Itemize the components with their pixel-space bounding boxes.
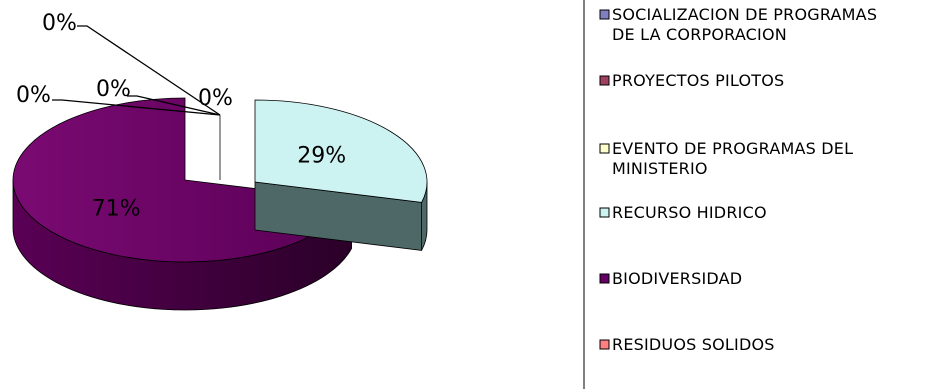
leader-lines: 0% 0% 0% 0% [16,11,233,180]
legend-item-evento-de-programas-del-ministerio-swatch [599,143,610,154]
legend-item-biodiversidad-swatch [599,273,610,284]
slice-recurso-hidrico-top [254,99,428,203]
legend-item-socializacion-de-programas-de-la-corporacion-swatch [599,9,610,20]
slice-recurso-hidrico-label: 29% [297,143,346,168]
legend-item-recurso-hidrico-swatch [599,207,610,218]
leader-socializacion-de-programas-de-la-corporacion [77,25,221,116]
leader-socializacion-de-programas-de-la-corporacion-label: 0% [42,11,77,36]
legend-item-recurso-hidrico: RECURSO HIDRICO [599,203,767,222]
leader-proyectos-pilotos-label: 0% [96,77,131,102]
legend-item-recurso-hidrico-label: RECURSO HIDRICO [612,203,767,222]
legend-item-socializacion-de-programas-de-la-corporacion-label: DE LA CORPORACION [612,25,787,44]
leader-evento-de-programas-del-ministerio-label: 0% [16,83,51,108]
legend-item-biodiversidad-label: BIODIVERSIDAD [612,269,742,288]
leader-residuos-solidos-label: 0% [198,86,233,111]
slice-recurso-hidrico [254,99,428,251]
leader-evento-de-programas-del-ministerio [52,99,221,116]
legend-item-residuos-solidos-label: RESIDUOS SOLIDOS [612,335,775,354]
legend-item-residuos-solidos-swatch [599,339,610,350]
legend-item-evento-de-programas-del-ministerio-label: EVENTO DE PROGRAMAS DEL [612,139,853,158]
leader-proyectos-pilotos [127,95,221,116]
slice-biodiversidad-label: 71% [92,197,141,222]
legend-item-residuos-solidos: RESIDUOS SOLIDOS [599,335,775,354]
legend-item-biodiversidad: BIODIVERSIDAD [599,269,742,288]
legend-item-proyectos-pilotos-swatch [599,75,610,86]
legend-item-proyectos-pilotos: PROYECTOS PILOTOS [599,71,784,90]
legend-item-socializacion-de-programas-de-la-corporacion-label: SOCIALIZACION DE PROGRAMAS [612,5,877,24]
pie-slices: 71% 29% [12,97,428,311]
legend-item-proyectos-pilotos-label: PROYECTOS PILOTOS [612,71,784,90]
legend-item-evento-de-programas-del-ministerio-label: MINISTERIO [612,159,708,178]
